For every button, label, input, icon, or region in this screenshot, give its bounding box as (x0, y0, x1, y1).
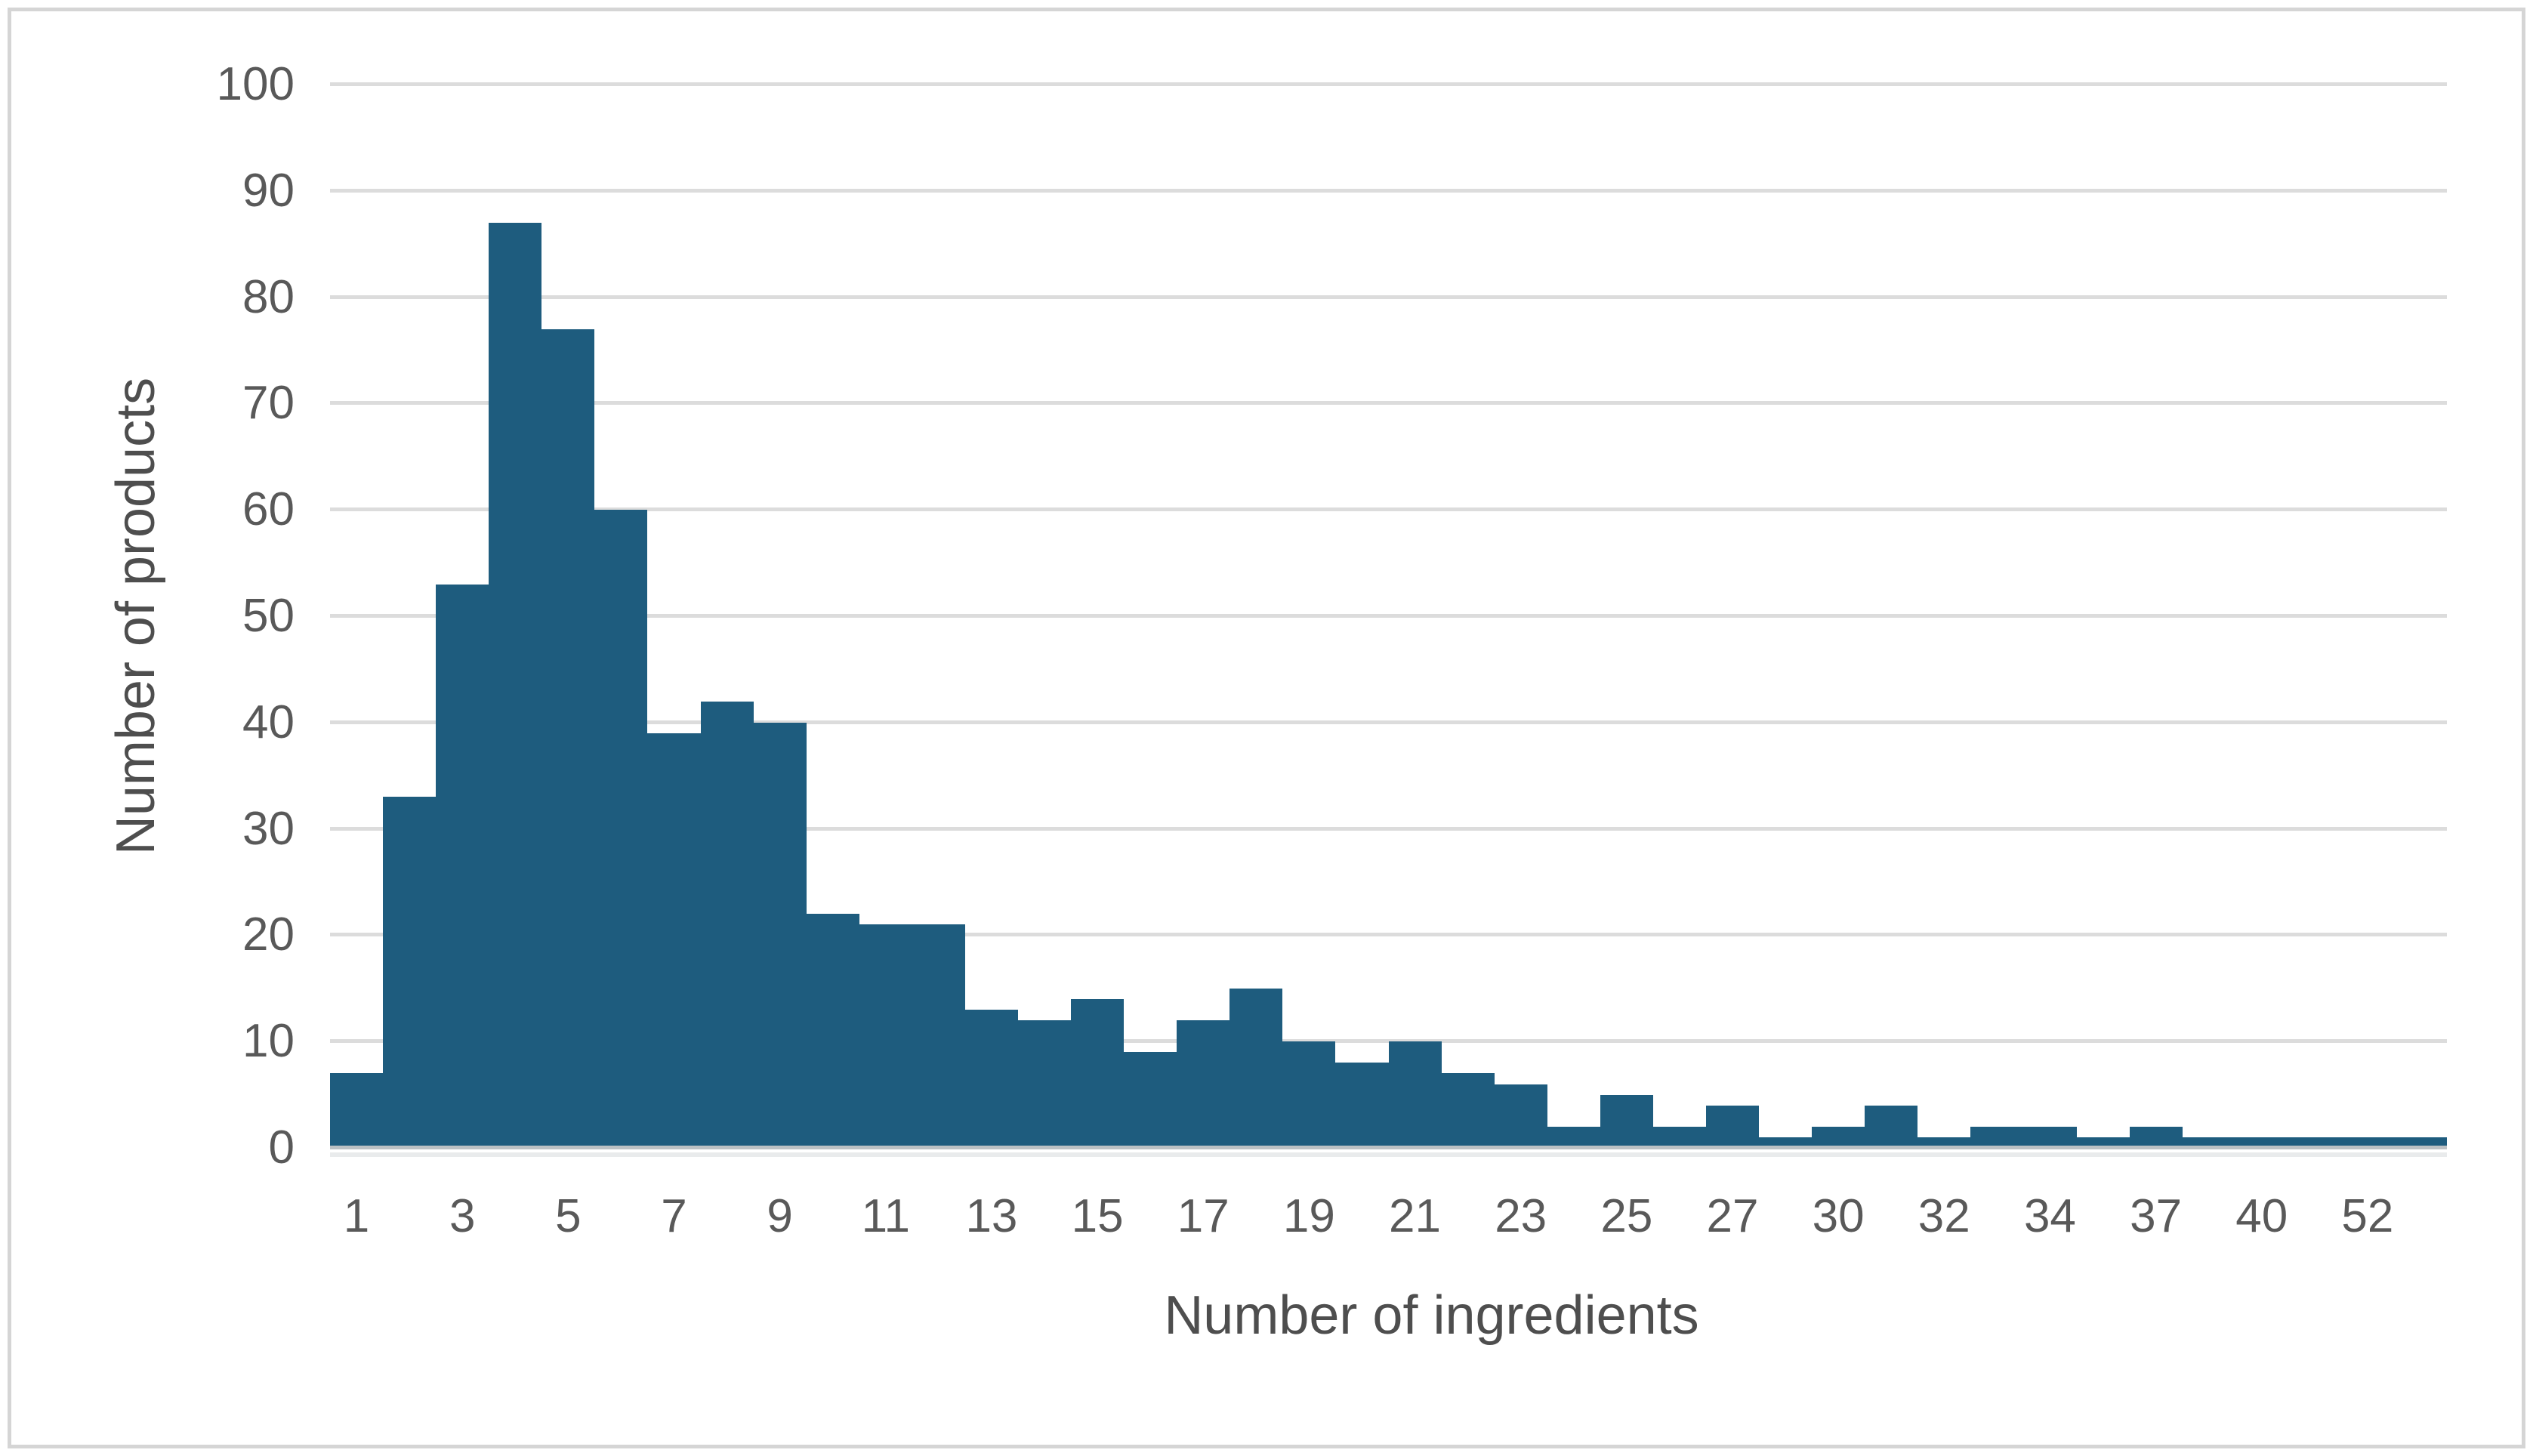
gridline-y-70 (330, 401, 2447, 406)
bar (594, 510, 648, 1148)
bar (859, 924, 912, 1148)
bar (1494, 1084, 1547, 1148)
gridline-y-20 (330, 933, 2447, 937)
y-tick-label: 0 (268, 1121, 295, 1174)
y-tick-label: 40 (242, 696, 295, 748)
x-tick-label: 3 (449, 1190, 476, 1242)
x-tick-label: 40 (2235, 1190, 2288, 1242)
bar (1600, 1094, 1653, 1148)
y-tick-label: 80 (242, 270, 295, 323)
x-tick-label: 15 (1071, 1190, 1124, 1242)
bar (647, 733, 701, 1148)
bar (753, 722, 807, 1148)
x-tick-label: 21 (1389, 1190, 1442, 1242)
gridline-y-50 (330, 614, 2447, 618)
y-tick-label: 10 (242, 1015, 295, 1068)
bar (2340, 1137, 2395, 1148)
bar (2235, 1137, 2288, 1148)
bar (1441, 1073, 1495, 1148)
x-tick-label: 1 (343, 1190, 370, 1242)
x-tick-label: 30 (1812, 1190, 1865, 1242)
bar (1282, 1041, 1336, 1148)
x-tick-label: 19 (1282, 1190, 1335, 1242)
bar (330, 1073, 384, 1148)
bar (541, 329, 595, 1148)
bar (1547, 1126, 1600, 1148)
y-tick-label: 60 (242, 483, 295, 536)
bar (2288, 1137, 2341, 1148)
gridline-y-40 (330, 720, 2447, 724)
bar (1652, 1126, 1707, 1148)
bar (1865, 1105, 1918, 1148)
gridline-y-30 (330, 826, 2447, 831)
y-tick-label: 70 (242, 377, 295, 430)
x-tick-label: 17 (1177, 1190, 1229, 1242)
bar (2076, 1137, 2130, 1148)
gridline-y-10 (330, 1039, 2447, 1044)
x-tick-label: 23 (1495, 1190, 1547, 1242)
bar (700, 701, 754, 1148)
bar (436, 584, 489, 1148)
bar (1229, 988, 1283, 1148)
bar (1706, 1105, 1760, 1148)
x-tick-label: 5 (555, 1190, 582, 1242)
x-tick-label: 52 (2341, 1190, 2394, 1242)
x-tick-label: 32 (1917, 1190, 1970, 1242)
x-tick-label: 37 (2130, 1190, 2183, 1242)
bar (2023, 1126, 2077, 1148)
bar (1335, 1063, 1389, 1148)
bar (1388, 1041, 1442, 1148)
bar (1917, 1137, 1971, 1148)
y-tick-label: 100 (216, 58, 295, 110)
x-axis-line (330, 1146, 2447, 1149)
plot-area (330, 82, 2448, 1157)
bar (1018, 1020, 1072, 1148)
bar (383, 797, 437, 1148)
x-tick-label: 34 (2023, 1190, 2076, 1242)
y-tick-label: 20 (242, 908, 295, 961)
y-tick-label: 30 (242, 802, 295, 855)
x-tick-label: 13 (965, 1190, 1018, 1242)
bar (1759, 1137, 1813, 1148)
x-tick-label: 9 (767, 1190, 793, 1242)
y-tick-label: 90 (242, 164, 295, 217)
gridline-y-80 (330, 295, 2447, 299)
gridline-y-60 (330, 507, 2447, 512)
bar (964, 1009, 1019, 1148)
bar-series (330, 85, 2448, 1148)
x-tick-label: 11 (861, 1190, 910, 1242)
y-axis-title: Number of products (106, 377, 166, 856)
gridline-y-90 (330, 188, 2447, 193)
bar (912, 924, 965, 1148)
gridline-y-100 (330, 82, 2447, 86)
bar (1124, 1052, 1177, 1148)
bar (489, 223, 542, 1148)
x-axis-title: Number of ingredients (1164, 1285, 1699, 1346)
bar (2129, 1126, 2183, 1148)
x-axis-shadow (330, 1152, 2447, 1157)
x-tick-label: 27 (1706, 1190, 1759, 1242)
bar (2394, 1137, 2448, 1148)
bar (1071, 998, 1125, 1148)
x-tick-label: 25 (1600, 1190, 1653, 1242)
bar (1812, 1126, 1865, 1148)
y-tick-label: 50 (242, 590, 295, 642)
bar (806, 914, 859, 1148)
bar (2182, 1137, 2235, 1148)
bar (1970, 1126, 2024, 1148)
bar (1177, 1020, 1230, 1148)
x-tick-label: 7 (661, 1190, 687, 1242)
